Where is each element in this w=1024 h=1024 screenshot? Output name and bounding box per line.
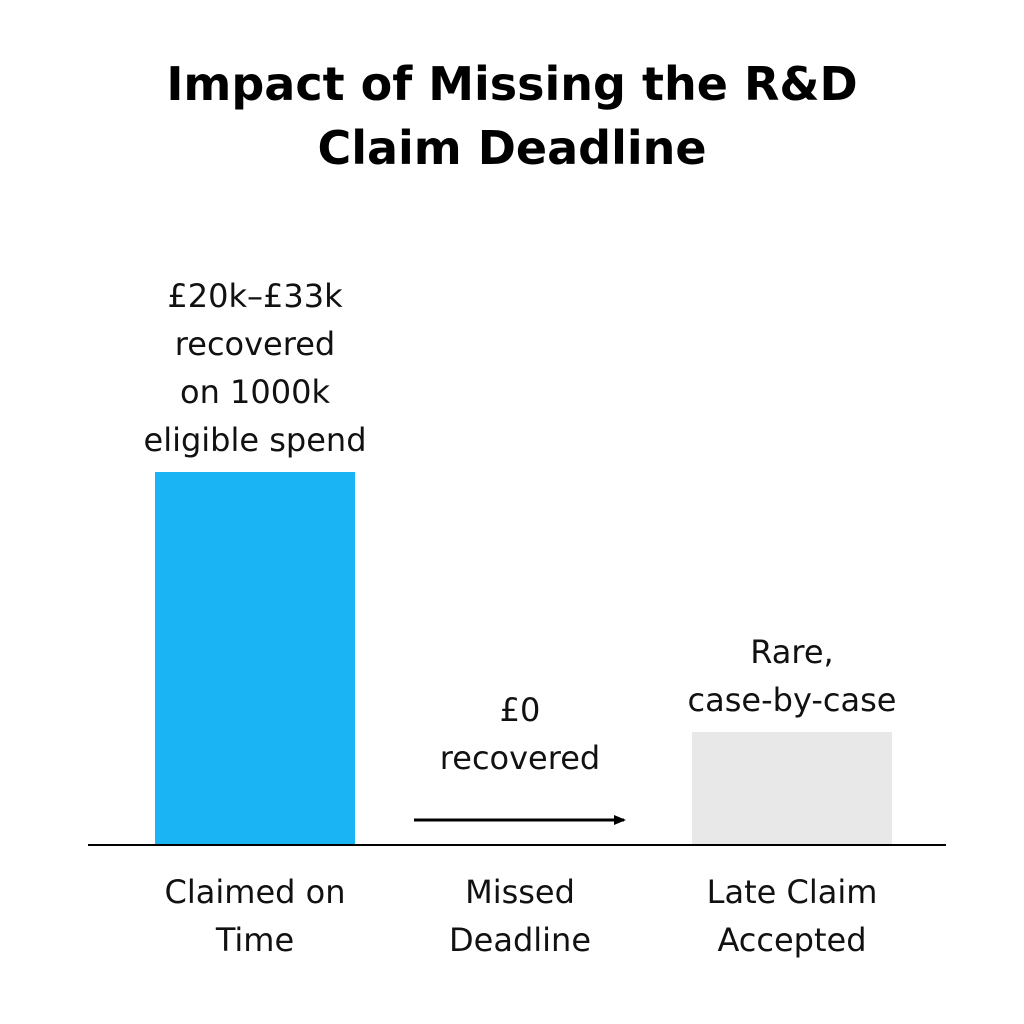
data-label-missed-deadline: £0 recovered: [439, 691, 601, 777]
data-label-late-claim-accepted: Rare, case-by-case: [687, 632, 897, 719]
bar-late-claim-accepted: [692, 731, 892, 845]
bar-claimed-on-time: [155, 472, 355, 845]
chart-title: Impact of Missing the R&D Claim Deadline: [166, 57, 858, 175]
category-label-late-claim-accepted: Late Claim Accepted: [706, 873, 878, 959]
category-label-missed-deadline: Missed Deadline: [449, 873, 591, 959]
data-label-claimed-on-time: £20k–£33k recovered on 1000k eligible spend: [143, 277, 367, 459]
category-label-claimed-on-time: Claimed on Time: [164, 873, 346, 959]
